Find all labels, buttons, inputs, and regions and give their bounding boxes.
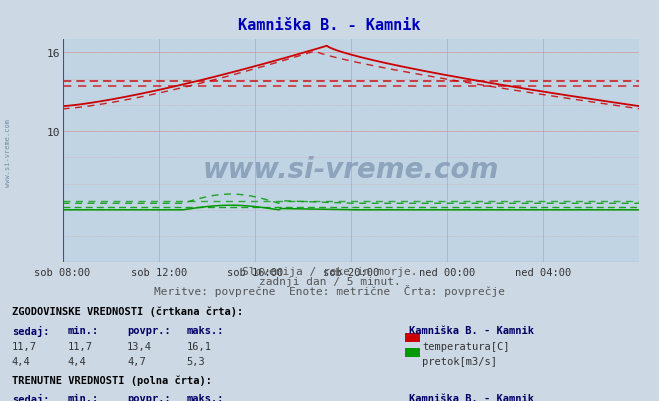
Text: TRENUTNE VREDNOSTI (polna črta):: TRENUTNE VREDNOSTI (polna črta): — [12, 374, 212, 385]
Text: 13,4: 13,4 — [127, 341, 152, 351]
Text: temperatura[C]: temperatura[C] — [422, 341, 510, 351]
Text: maks.:: maks.: — [186, 393, 224, 401]
Text: sedaj:: sedaj: — [12, 325, 49, 336]
Text: www.si-vreme.com: www.si-vreme.com — [203, 155, 499, 183]
Text: sedaj:: sedaj: — [12, 393, 49, 401]
Text: ZGODOVINSKE VREDNOSTI (črtkana črta):: ZGODOVINSKE VREDNOSTI (črtkana črta): — [12, 306, 243, 316]
Text: Kamniška B. - Kamnik: Kamniška B. - Kamnik — [409, 393, 534, 401]
Text: Kamniška B. - Kamnik: Kamniška B. - Kamnik — [239, 18, 420, 33]
Text: pretok[m3/s]: pretok[m3/s] — [422, 356, 498, 366]
Text: Slovenija / reke in morje.: Slovenija / reke in morje. — [242, 267, 417, 277]
Text: www.si-vreme.com: www.si-vreme.com — [5, 118, 11, 186]
Text: 16,1: 16,1 — [186, 341, 212, 351]
Text: povpr.:: povpr.: — [127, 393, 171, 401]
Text: zadnji dan / 5 minut.: zadnji dan / 5 minut. — [258, 277, 401, 287]
Text: Kamniška B. - Kamnik: Kamniška B. - Kamnik — [409, 325, 534, 335]
Text: 11,7: 11,7 — [12, 341, 37, 351]
Text: povpr.:: povpr.: — [127, 325, 171, 335]
Text: min.:: min.: — [68, 393, 99, 401]
Text: 11,7: 11,7 — [68, 341, 93, 351]
Text: 4,4: 4,4 — [68, 356, 86, 366]
Text: maks.:: maks.: — [186, 325, 224, 335]
Text: 4,4: 4,4 — [12, 356, 30, 366]
Text: Meritve: povprečne  Enote: metrične  Črta: povprečje: Meritve: povprečne Enote: metrične Črta:… — [154, 285, 505, 297]
Text: 4,7: 4,7 — [127, 356, 146, 366]
Text: 5,3: 5,3 — [186, 356, 205, 366]
Text: min.:: min.: — [68, 325, 99, 335]
